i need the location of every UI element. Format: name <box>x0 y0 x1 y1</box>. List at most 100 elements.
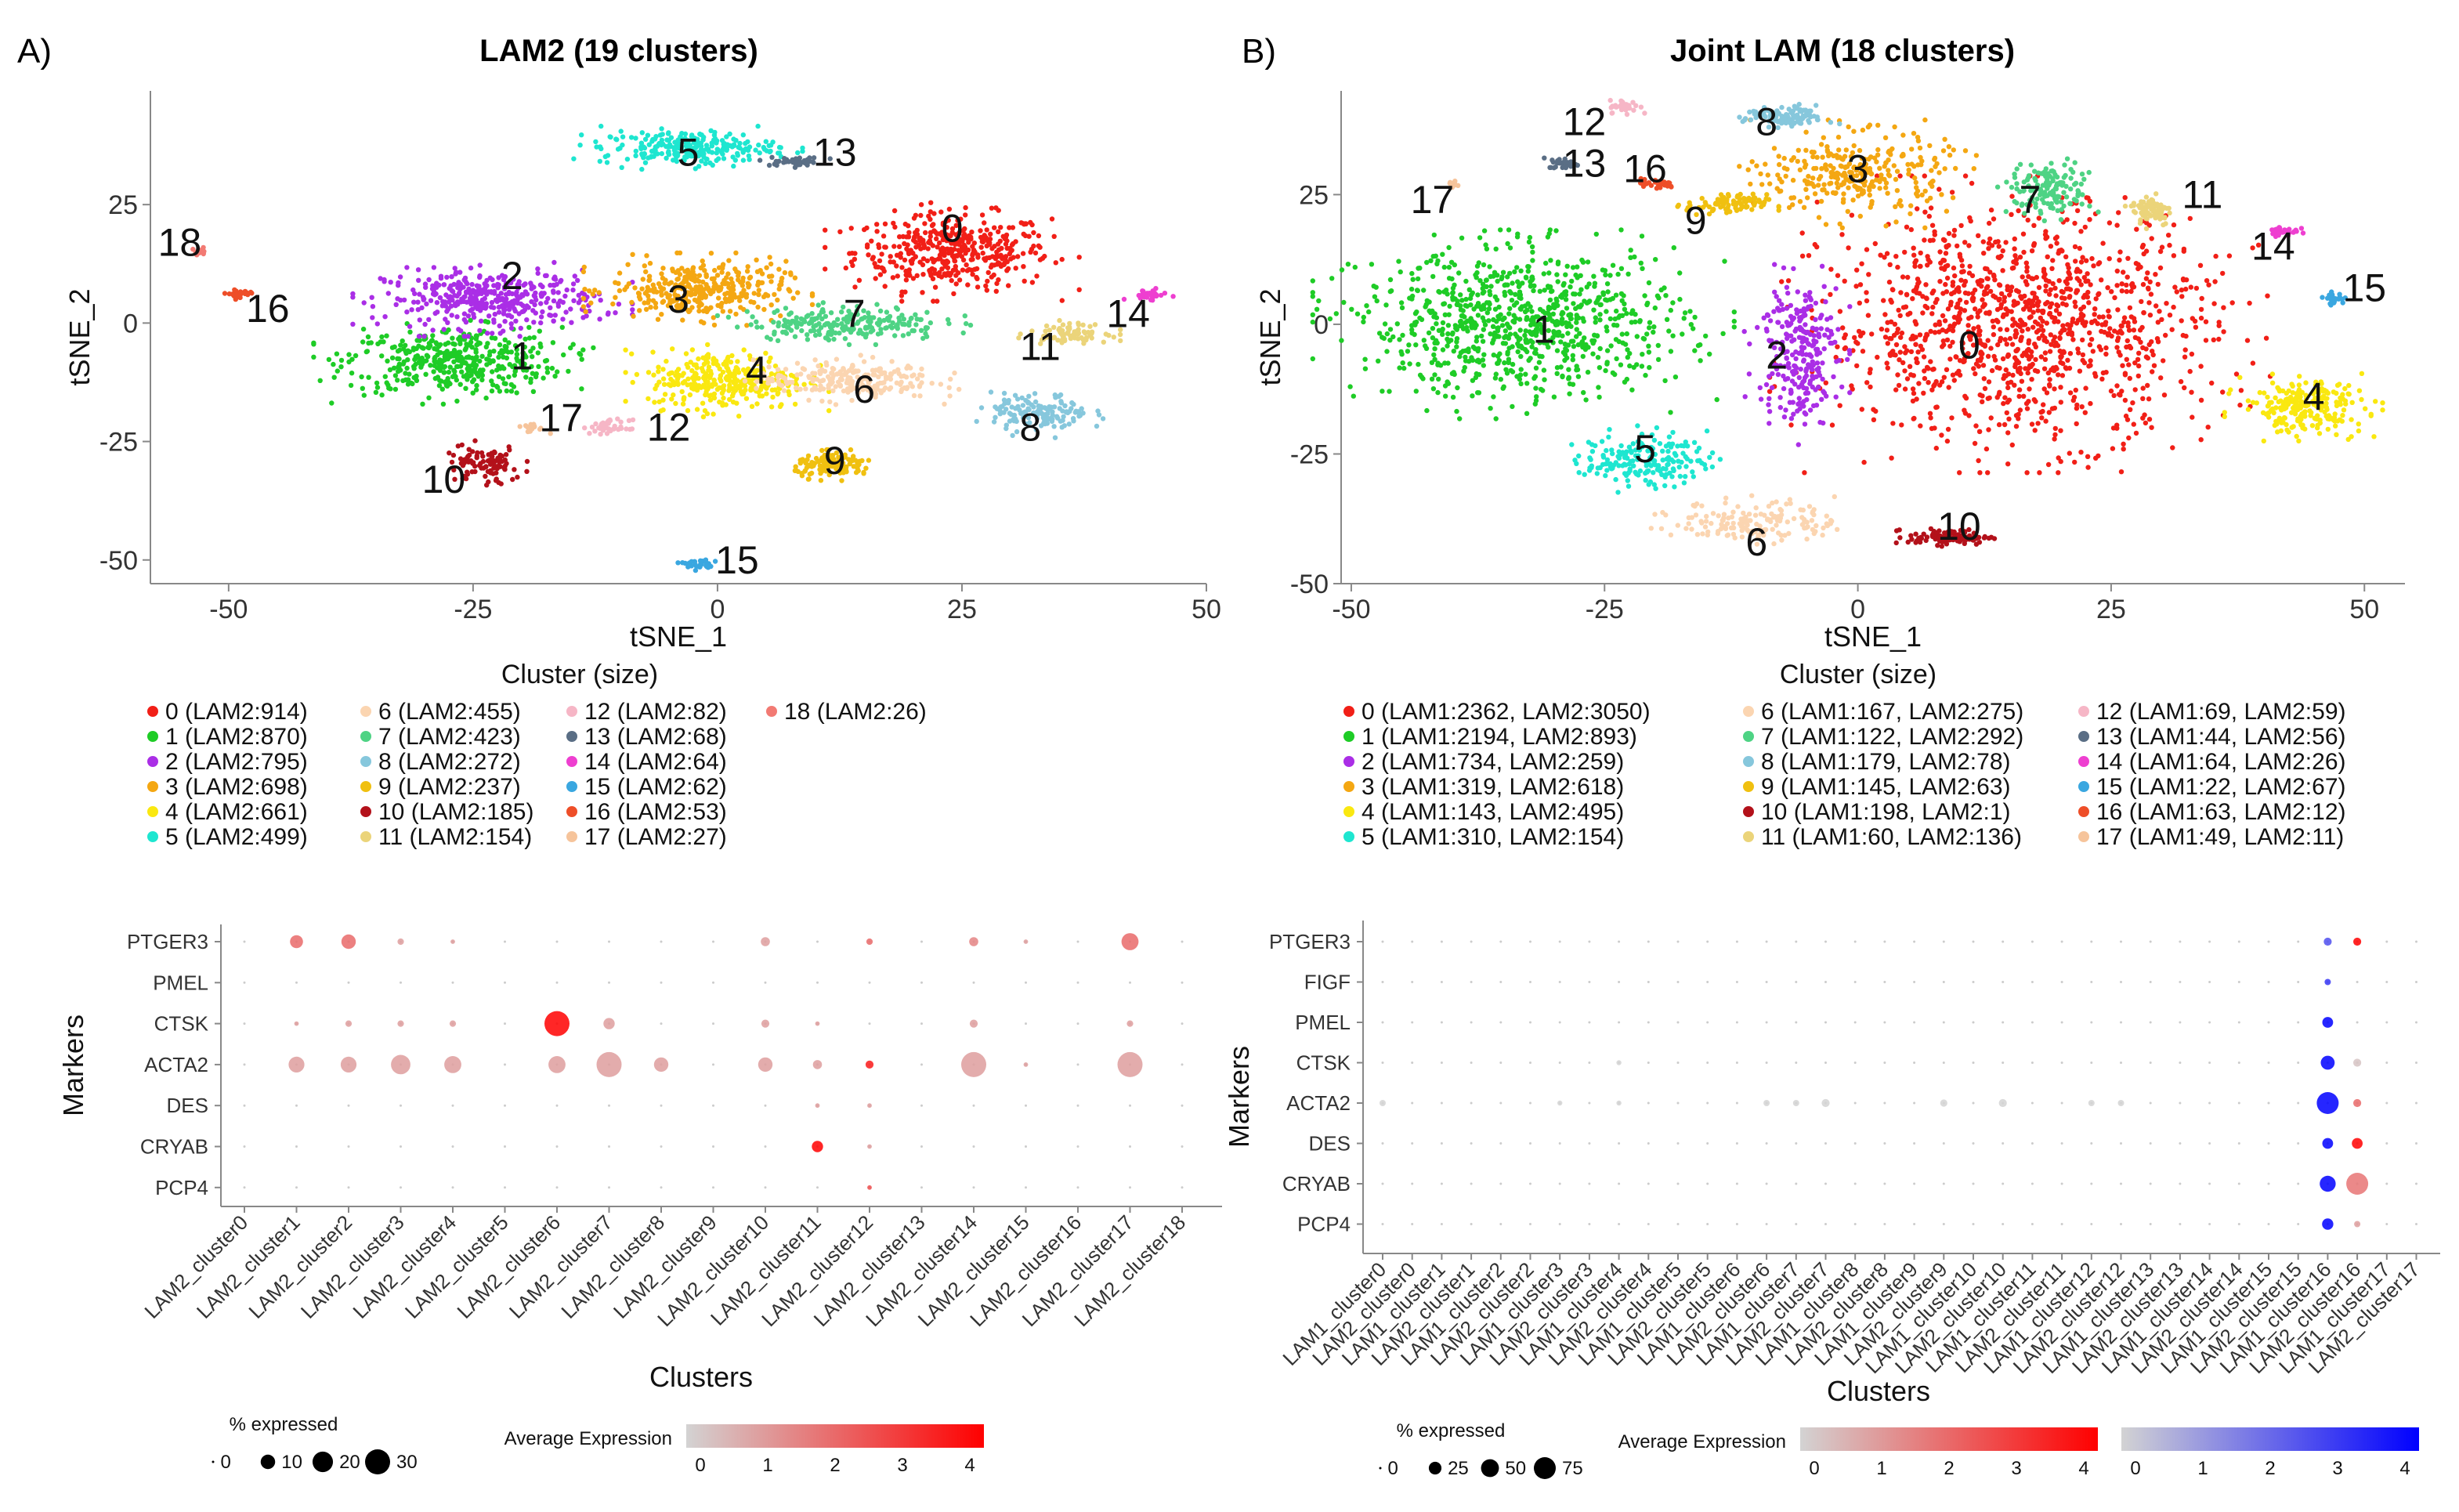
point <box>1925 262 1930 268</box>
point <box>463 289 469 295</box>
point <box>398 342 403 348</box>
point <box>1925 254 1930 259</box>
point <box>890 320 895 326</box>
point <box>568 306 573 312</box>
point <box>222 291 228 296</box>
point <box>391 365 397 371</box>
point <box>680 317 685 323</box>
point <box>528 421 533 427</box>
point <box>1910 398 1916 404</box>
point <box>1981 251 1987 256</box>
point <box>1384 331 1390 337</box>
point <box>864 225 870 231</box>
point <box>692 559 697 564</box>
point <box>1967 215 1973 221</box>
point <box>613 295 618 300</box>
point <box>2042 350 2049 356</box>
point <box>726 387 732 392</box>
point <box>744 309 750 314</box>
point <box>850 262 855 269</box>
point <box>1541 271 1547 277</box>
point <box>740 283 745 288</box>
point <box>835 317 841 322</box>
point <box>1890 421 1896 426</box>
point <box>1006 400 1011 406</box>
point <box>681 371 686 376</box>
point <box>864 331 870 337</box>
point <box>754 378 760 385</box>
point <box>338 364 344 370</box>
point <box>901 317 907 322</box>
point <box>1571 301 1576 306</box>
point <box>1988 207 1994 213</box>
point <box>1063 410 1069 415</box>
point <box>1893 387 1899 392</box>
point <box>852 284 858 290</box>
point <box>1922 368 1927 374</box>
point <box>679 280 685 287</box>
point <box>484 283 490 288</box>
point <box>826 322 832 327</box>
point <box>928 233 934 240</box>
point <box>1025 406 1031 411</box>
point <box>874 302 880 307</box>
point <box>489 378 494 384</box>
point <box>507 362 512 367</box>
point <box>1991 216 1997 222</box>
point <box>817 368 823 374</box>
point <box>803 386 808 392</box>
point <box>2147 279 2153 284</box>
point <box>924 309 930 315</box>
point <box>992 244 997 249</box>
point <box>410 287 416 293</box>
point <box>1922 237 1927 243</box>
point <box>1517 317 1523 322</box>
point <box>733 250 739 255</box>
point <box>360 385 365 391</box>
point <box>584 313 589 319</box>
point <box>794 159 800 165</box>
point <box>861 308 866 313</box>
point <box>1987 220 1992 226</box>
point <box>2181 246 2187 252</box>
point <box>2167 313 2173 318</box>
point <box>2161 358 2166 364</box>
point <box>679 389 685 395</box>
point <box>721 146 726 153</box>
point <box>915 376 920 382</box>
point <box>1118 338 1123 344</box>
point <box>2182 354 2188 360</box>
point <box>2023 260 2029 266</box>
point <box>2127 305 2133 311</box>
point <box>1043 411 1048 418</box>
point <box>792 334 798 339</box>
point <box>1542 377 1547 382</box>
point <box>1731 318 1737 324</box>
point <box>1400 332 1405 338</box>
point <box>668 280 674 285</box>
point <box>1597 365 1603 371</box>
point <box>690 266 696 272</box>
point <box>1509 298 1515 303</box>
point <box>2106 308 2111 314</box>
point <box>2040 327 2046 334</box>
point <box>1907 364 1913 369</box>
point <box>1607 273 1613 278</box>
point <box>551 259 557 266</box>
point <box>2043 288 2049 294</box>
point <box>776 266 782 272</box>
point <box>1891 352 1897 357</box>
point <box>926 213 931 219</box>
point <box>452 266 457 271</box>
point <box>818 383 823 389</box>
point <box>2103 351 2109 357</box>
point <box>2039 415 2045 421</box>
y-tick-label: -25 <box>1290 439 1329 469</box>
point <box>721 387 726 392</box>
point <box>923 230 928 236</box>
point <box>923 326 929 332</box>
point <box>405 357 410 363</box>
point <box>677 272 683 277</box>
point <box>379 353 385 359</box>
point <box>502 337 508 342</box>
